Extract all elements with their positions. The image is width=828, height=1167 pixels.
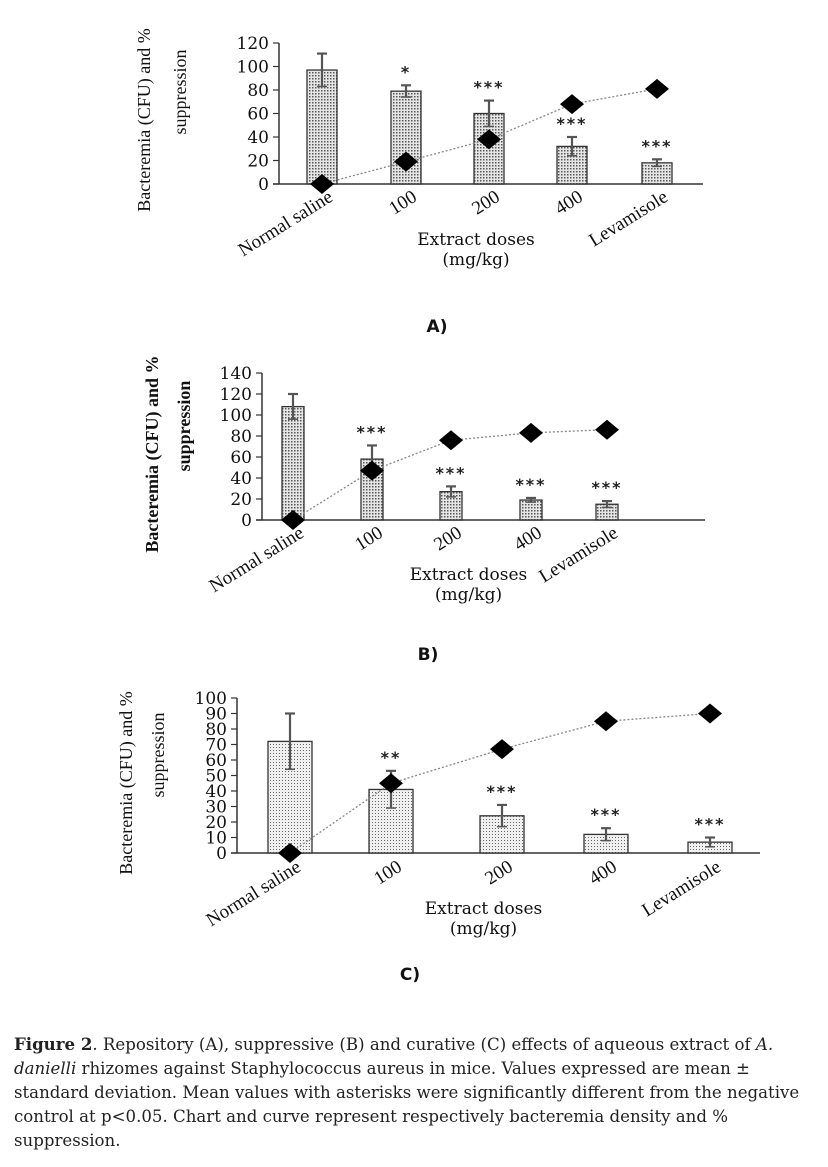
- category-label: 200: [481, 856, 516, 889]
- y-tick-label: 100: [195, 689, 227, 709]
- category-label: Levamisole: [535, 522, 621, 587]
- y-tick-label: 80: [230, 427, 252, 447]
- y-tick-label: 80: [247, 81, 269, 101]
- category-label: Levamisole: [638, 856, 724, 921]
- y-tick-label: 20: [230, 490, 252, 510]
- category-label: 400: [585, 856, 620, 889]
- y-tick-label: 60: [230, 448, 252, 468]
- significance-label: ***: [356, 422, 387, 441]
- caption-text-2: rhizomes against Staphylococcus aureus i…: [14, 1059, 800, 1150]
- category-label: 100: [385, 186, 420, 219]
- significance-label: ***: [694, 815, 725, 834]
- significance-label: **: [381, 748, 402, 767]
- significance-label: ***: [515, 475, 546, 494]
- y-tick-label: 40: [247, 128, 269, 148]
- significance-label: ***: [590, 805, 621, 824]
- y-tick-label: 0: [258, 175, 269, 195]
- caption-text-1: . Repository (A), suppressive (B) and cu…: [92, 1035, 756, 1054]
- x-axis-unit: (mg/kg): [435, 585, 502, 605]
- suppression-marker: [360, 460, 384, 481]
- suppression-marker: [490, 739, 514, 760]
- y-tick-label: 40: [205, 782, 227, 802]
- significance-label: *: [401, 62, 411, 81]
- category-label: Normal saline: [206, 522, 308, 597]
- suppression-marker: [698, 703, 722, 724]
- y-tick-label: 20: [205, 813, 227, 833]
- y-tick-label: 50: [205, 767, 227, 787]
- y-axis-title: Bacteremia (CFU) and %: [116, 691, 137, 874]
- y-tick-label: 100: [237, 58, 269, 78]
- panel-label: A): [427, 317, 448, 337]
- suppression-marker: [439, 430, 463, 451]
- suppression-marker: [394, 151, 418, 172]
- x-axis-unit: (mg/kg): [450, 919, 517, 939]
- x-axis-title: Extract doses: [410, 565, 527, 585]
- suppression-marker: [560, 94, 584, 115]
- suppression-marker: [595, 419, 619, 440]
- y-tick-label: 80: [205, 720, 227, 740]
- y-axis-title: Bacteremia (CFU) and %: [134, 28, 155, 211]
- suppression-marker: [281, 510, 305, 530]
- category-label: 100: [351, 522, 386, 555]
- significance-label: ***: [556, 114, 587, 133]
- panel-label: C): [400, 965, 420, 985]
- suppression-marker: [310, 174, 334, 194]
- category-label: Levamisole: [585, 186, 671, 251]
- y-axis-title-line2: suppression: [148, 713, 168, 798]
- significance-label: ***: [591, 478, 622, 497]
- suppression-marker: [278, 843, 302, 863]
- y-tick-label: 30: [205, 798, 227, 818]
- y-tick-label: 40: [230, 469, 252, 489]
- category-label: 200: [468, 186, 503, 219]
- category-label: 400: [510, 522, 545, 555]
- y-tick-label: 140: [220, 364, 252, 384]
- category-label: 200: [430, 522, 465, 555]
- category-label: 100: [370, 856, 405, 889]
- y-tick-label: 60: [205, 751, 227, 771]
- y-tick-label: 70: [205, 736, 227, 756]
- significance-label: ***: [435, 463, 466, 482]
- suppression-marker: [594, 711, 618, 732]
- y-axis-title: Bacteremia (CFU) and %: [142, 355, 163, 552]
- y-axis-title-line2: suppression: [170, 50, 190, 135]
- suppression-marker: [519, 422, 543, 443]
- y-tick-label: 90: [205, 705, 227, 725]
- y-tick-label: 10: [205, 829, 227, 849]
- suppression-line: [289, 712, 711, 854]
- x-axis-unit: (mg/kg): [442, 250, 509, 270]
- y-tick-label: 20: [247, 152, 269, 172]
- figure-caption: Figure 2. Repository (A), suppressive (B…: [14, 1032, 824, 1153]
- category-label: 400: [551, 186, 586, 219]
- suppression-marker: [379, 773, 403, 794]
- y-tick-label: 0: [241, 511, 252, 531]
- significance-label: ***: [641, 136, 672, 155]
- suppression-marker: [477, 129, 501, 150]
- y-tick-label: 60: [247, 105, 269, 125]
- x-axis-title: Extract doses: [425, 899, 542, 919]
- caption-species: A. danielli: [14, 1035, 774, 1078]
- x-axis-title: Extract doses: [417, 230, 534, 250]
- category-label: Normal saline: [235, 186, 337, 261]
- bar: [519, 499, 543, 521]
- y-axis-title-line2: suppression: [174, 381, 194, 472]
- y-tick-label: 120: [237, 34, 269, 54]
- bar: [281, 405, 305, 521]
- y-tick-label: 100: [220, 406, 252, 426]
- significance-label: ***: [473, 78, 504, 97]
- category-label: Normal saline: [203, 856, 305, 931]
- caption-label: Figure 2: [14, 1034, 93, 1054]
- y-tick-label: 0: [216, 844, 227, 864]
- y-tick-label: 120: [220, 385, 252, 405]
- significance-label: ***: [486, 782, 517, 801]
- suppression-marker: [645, 78, 669, 99]
- panel-label: B): [418, 645, 439, 665]
